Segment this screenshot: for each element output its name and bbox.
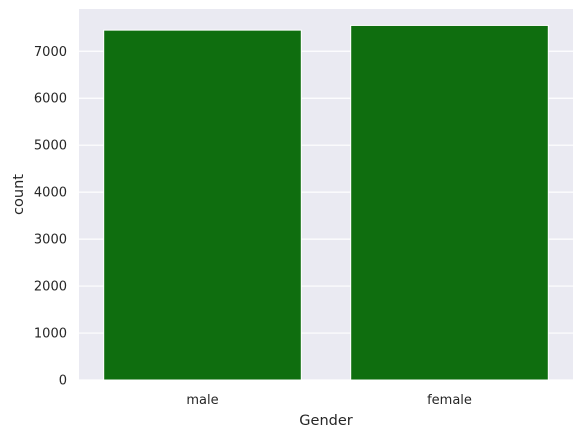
bar-female (350, 24, 549, 381)
x-axis-label: Gender (299, 413, 352, 429)
y-tick-label: 6000 (34, 92, 67, 107)
y-tick-label: 7000 (34, 45, 67, 60)
bar-male (103, 29, 302, 381)
y-tick-label: 2000 (34, 280, 67, 295)
y-tick-label: 0 (59, 374, 67, 389)
y-axis-label: count (11, 174, 27, 215)
y-tick-label: 1000 (34, 327, 67, 342)
y-tick-label: 5000 (34, 139, 67, 154)
x-tick-labels: male female (186, 393, 472, 408)
x-tick-label-male: male (186, 393, 218, 408)
x-tick-label-female: female (427, 393, 472, 408)
y-tick-labels: 0 1000 2000 3000 4000 5000 6000 7000 (34, 45, 67, 389)
y-tick-label: 4000 (34, 186, 67, 201)
bars (103, 24, 549, 381)
y-tick-label: 3000 (34, 233, 67, 248)
